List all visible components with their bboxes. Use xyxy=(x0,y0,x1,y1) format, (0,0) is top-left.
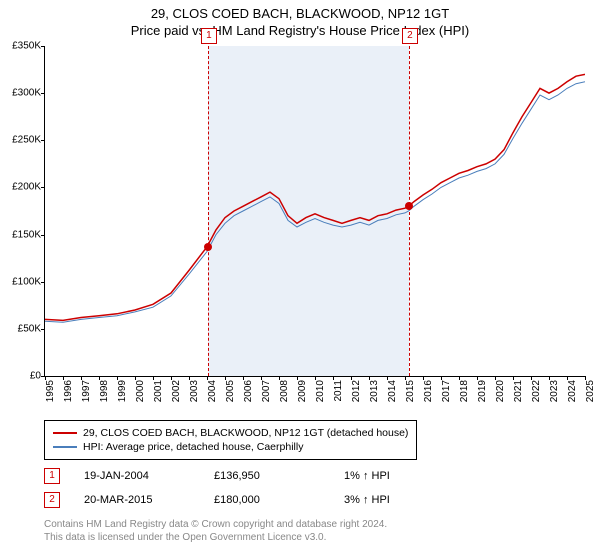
sale-marker-badge: 2 xyxy=(44,492,60,508)
chart-container: 29, CLOS COED BACH, BLACKWOOD, NP12 1GT … xyxy=(0,0,600,560)
sale-record-row: 2 20-MAR-2015 £180,000 3% ↑ HPI xyxy=(44,492,474,508)
y-axis-label: £150K xyxy=(12,229,41,240)
sale-delta: 3% ↑ HPI xyxy=(344,494,474,506)
x-axis-label: 2009 xyxy=(297,380,308,402)
legend-swatch xyxy=(53,446,77,448)
y-axis-label: £0 xyxy=(30,371,41,382)
x-axis-label: 2007 xyxy=(261,380,272,402)
line-series-svg xyxy=(45,46,585,376)
x-axis-label: 2000 xyxy=(135,380,146,402)
legend-swatch xyxy=(53,432,77,434)
x-axis-label: 1998 xyxy=(99,380,110,402)
x-axis-label: 1996 xyxy=(63,380,74,402)
y-axis-label: £250K xyxy=(12,135,41,146)
x-axis-label: 2024 xyxy=(567,380,578,402)
x-axis-label: 2012 xyxy=(351,380,362,402)
attribution-footer: Contains HM Land Registry data © Crown c… xyxy=(44,518,387,544)
x-axis-label: 2020 xyxy=(495,380,506,402)
x-axis-label: 2015 xyxy=(405,380,416,402)
y-axis-label: £200K xyxy=(12,182,41,193)
x-axis-label: 2006 xyxy=(243,380,254,402)
x-axis-label: 2018 xyxy=(459,380,470,402)
legend-label: 29, CLOS COED BACH, BLACKWOOD, NP12 1GT … xyxy=(83,427,408,439)
x-axis-label: 2014 xyxy=(387,380,398,402)
x-axis-label: 2004 xyxy=(207,380,218,402)
x-axis-label: 1995 xyxy=(45,380,56,402)
sale-marker-line xyxy=(208,46,209,376)
x-axis-label: 2025 xyxy=(585,380,596,402)
plot-area: £0£50K£100K£150K£200K£250K£300K£350K1995… xyxy=(44,46,585,377)
x-axis-label: 1999 xyxy=(117,380,128,402)
x-axis-label: 2022 xyxy=(531,380,542,402)
series-line xyxy=(45,82,585,322)
x-axis-label: 2017 xyxy=(441,380,452,402)
legend-label: HPI: Average price, detached house, Caer… xyxy=(83,441,303,453)
x-axis-label: 2002 xyxy=(171,380,182,402)
sale-date: 19-JAN-2004 xyxy=(84,470,214,482)
sale-record-row: 1 19-JAN-2004 £136,950 1% ↑ HPI xyxy=(44,468,474,484)
x-axis-label: 2008 xyxy=(279,380,290,402)
sale-marker-flag: 1 xyxy=(201,28,217,44)
y-axis-label: £100K xyxy=(12,276,41,287)
x-axis-label: 2003 xyxy=(189,380,200,402)
legend-item: HPI: Average price, detached house, Caer… xyxy=(53,441,408,453)
title-block: 29, CLOS COED BACH, BLACKWOOD, NP12 1GT … xyxy=(0,0,600,38)
sale-point-dot xyxy=(405,202,413,210)
sale-marker-flag: 2 xyxy=(402,28,418,44)
x-axis-label: 2005 xyxy=(225,380,236,402)
y-axis-label: £300K xyxy=(12,88,41,99)
legend-item: 29, CLOS COED BACH, BLACKWOOD, NP12 1GT … xyxy=(53,427,408,439)
series-line xyxy=(45,74,585,320)
y-axis-label: £50K xyxy=(18,323,41,334)
sale-price: £180,000 xyxy=(214,494,344,506)
footer-line: This data is licensed under the Open Gov… xyxy=(44,531,387,544)
x-axis-label: 2001 xyxy=(153,380,164,402)
x-axis-label: 2011 xyxy=(333,380,344,402)
sale-marker-line xyxy=(409,46,410,376)
sale-delta: 1% ↑ HPI xyxy=(344,470,474,482)
chart-title: 29, CLOS COED BACH, BLACKWOOD, NP12 1GT xyxy=(0,6,600,21)
sale-point-dot xyxy=(204,243,212,251)
legend-box: 29, CLOS COED BACH, BLACKWOOD, NP12 1GT … xyxy=(44,420,417,460)
x-axis-label: 2019 xyxy=(477,380,488,402)
sale-marker-badge: 1 xyxy=(44,468,60,484)
x-axis-label: 2021 xyxy=(513,380,524,402)
x-axis-label: 1997 xyxy=(81,380,92,402)
x-axis-label: 2013 xyxy=(369,380,380,402)
sale-date: 20-MAR-2015 xyxy=(84,494,214,506)
x-axis-label: 2010 xyxy=(315,380,326,402)
x-axis-label: 2023 xyxy=(549,380,560,402)
y-axis-label: £350K xyxy=(12,41,41,52)
footer-line: Contains HM Land Registry data © Crown c… xyxy=(44,518,387,531)
x-axis-label: 2016 xyxy=(423,380,434,402)
chart-subtitle: Price paid vs. HM Land Registry's House … xyxy=(0,23,600,38)
sale-price: £136,950 xyxy=(214,470,344,482)
